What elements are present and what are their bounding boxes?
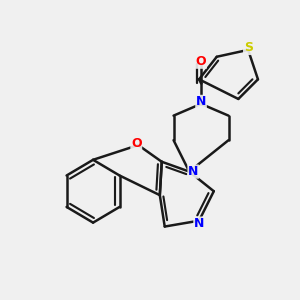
Text: N: N — [196, 95, 206, 108]
Text: N: N — [194, 217, 204, 230]
Text: O: O — [196, 55, 206, 68]
Text: N: N — [188, 165, 198, 178]
Text: S: S — [244, 41, 253, 54]
Text: O: O — [131, 136, 142, 150]
